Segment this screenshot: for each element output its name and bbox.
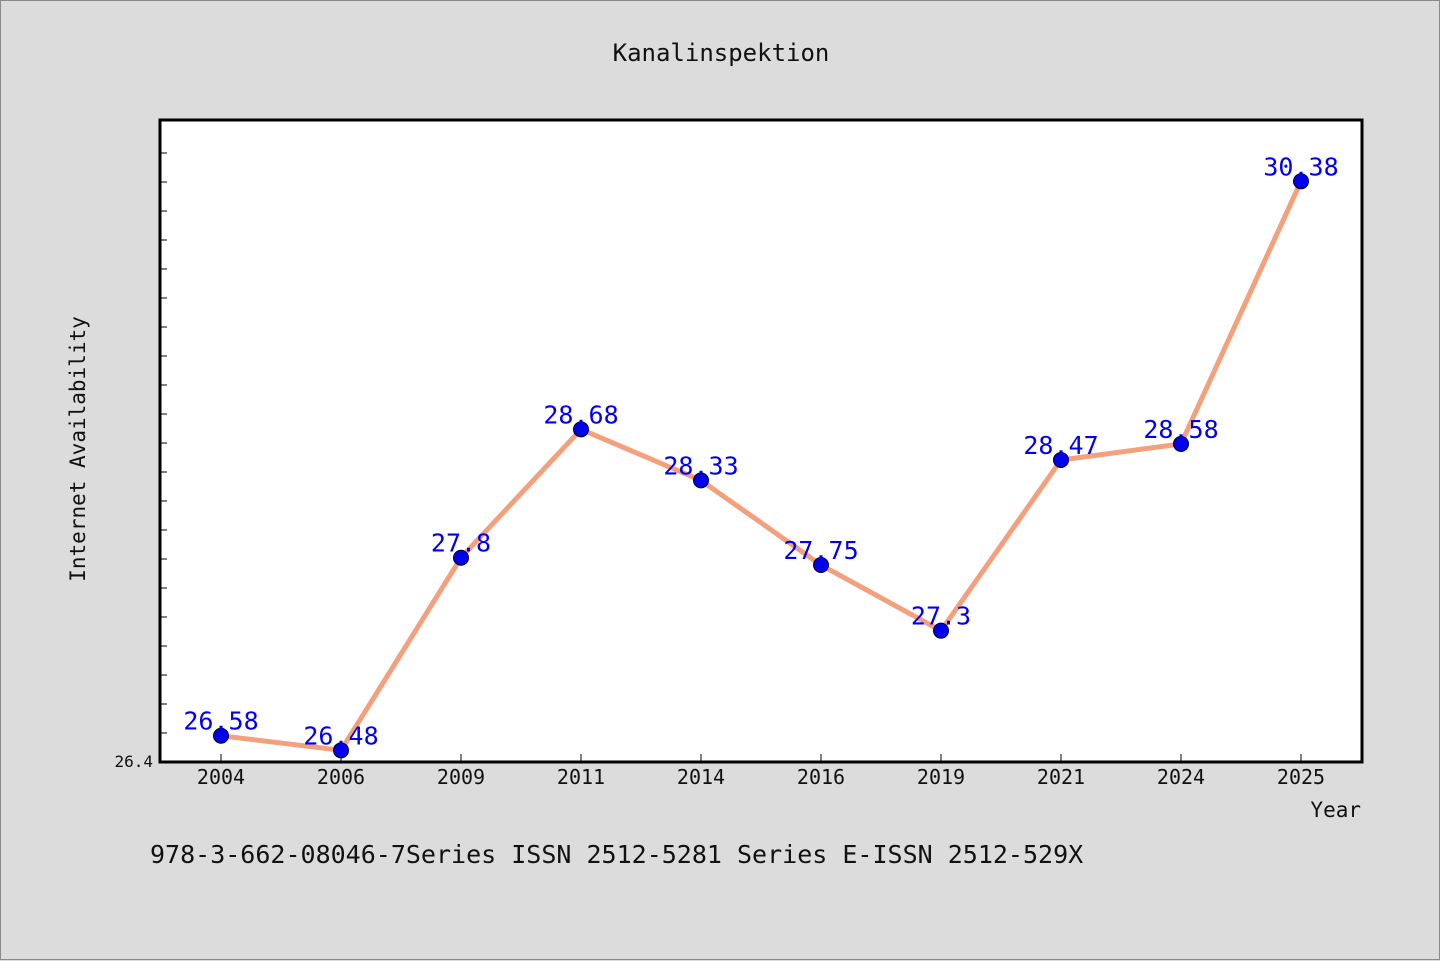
data-label: 28.58 bbox=[1143, 415, 1218, 444]
x-tick-label: 2024 bbox=[1157, 765, 1205, 789]
y-tick-label: 26.4 bbox=[114, 752, 153, 771]
x-tick-label: 2019 bbox=[917, 765, 965, 789]
chart-title: Kanalinspektion bbox=[613, 39, 830, 67]
data-point bbox=[453, 549, 469, 566]
x-tick-label: 2006 bbox=[317, 765, 365, 789]
x-axis-label: Year bbox=[1310, 798, 1361, 822]
data-label: 27.8 bbox=[431, 529, 491, 558]
data-point bbox=[1293, 173, 1309, 190]
data-point bbox=[333, 742, 349, 759]
data-point bbox=[1053, 451, 1069, 468]
data-label: 28.47 bbox=[1023, 431, 1098, 460]
data-point bbox=[573, 421, 589, 438]
x-tick-label: 2009 bbox=[437, 765, 485, 789]
data-label: 27.75 bbox=[783, 536, 858, 565]
data-label: 27.3 bbox=[911, 602, 971, 631]
data-label: 28.68 bbox=[543, 400, 618, 429]
data-label: 30.38 bbox=[1263, 152, 1338, 181]
x-tick-label: 2016 bbox=[797, 765, 845, 789]
data-point bbox=[933, 622, 949, 639]
footer-isbn-text: 978-3-662-08046-7Series ISSN 2512-5281 S… bbox=[150, 840, 1083, 869]
plot-area bbox=[160, 120, 1362, 762]
data-label: 26.58 bbox=[183, 707, 258, 736]
series-points-group bbox=[213, 173, 1309, 759]
data-point bbox=[813, 557, 829, 574]
x-tick-label: 2014 bbox=[677, 765, 725, 789]
series-line bbox=[218, 178, 1304, 753]
plot-border bbox=[158, 118, 1364, 764]
data-point bbox=[693, 472, 709, 489]
data-label: 26.48 bbox=[303, 721, 378, 750]
x-tick-label: 2021 bbox=[1037, 765, 1085, 789]
x-tick-label: 2004 bbox=[197, 765, 245, 789]
data-point bbox=[213, 727, 229, 744]
x-tick-label: 2025 bbox=[1277, 765, 1325, 789]
x-tick-labels-group: 2004 2006 2009 2011 2014 2016 2019 2021 2024 2025 bbox=[197, 765, 1325, 789]
data-label: 28.33 bbox=[663, 451, 738, 480]
y-axis-label: Internet Availability bbox=[66, 316, 90, 582]
series-line-group bbox=[218, 178, 1304, 753]
data-point bbox=[1173, 435, 1189, 452]
x-tick-label: 2011 bbox=[557, 765, 605, 789]
data-labels-group: 26.58 26.48 27.8 28.68 28.33 27.75 27.3 28.47 28… bbox=[183, 152, 1338, 750]
